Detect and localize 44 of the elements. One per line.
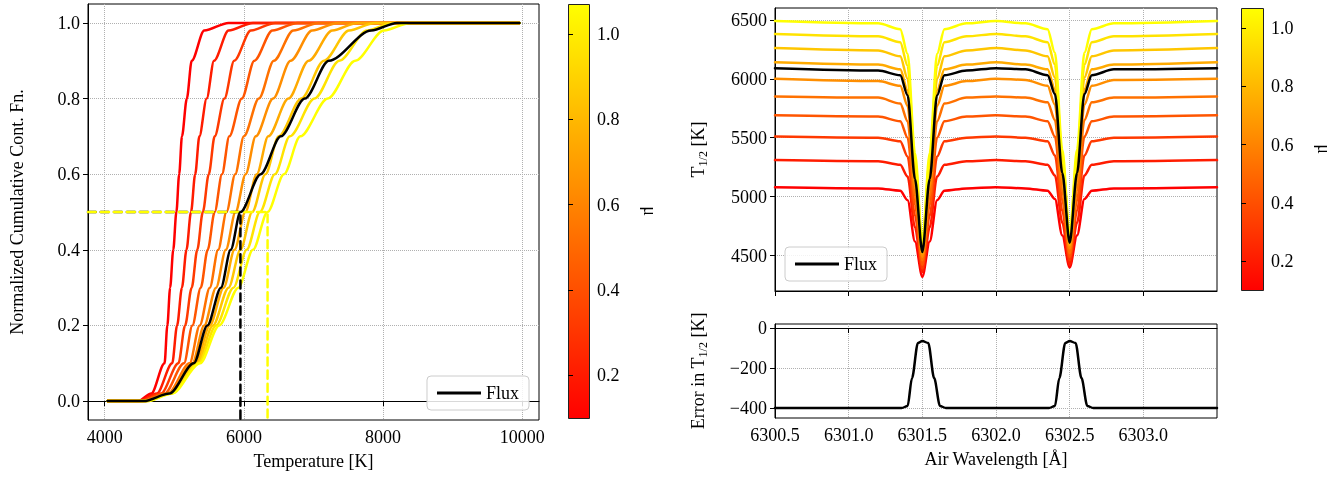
x-tick-label: 8000 <box>365 427 402 447</box>
x-axis-title: Air Wavelength [Å] <box>924 449 1068 469</box>
color-bar-label: 0.8 <box>1271 76 1294 97</box>
y-axis-title: Error in T1/2 [K] <box>688 312 710 430</box>
x-tick-label: 6301.0 <box>823 425 874 445</box>
x-tick-label: 6302.5 <box>1044 425 1095 445</box>
y-tick-label: 0.6 <box>57 164 80 185</box>
legend-label: Flux <box>844 254 878 274</box>
color-bar-label: 0.2 <box>597 365 620 386</box>
y-tick-label: 6000 <box>731 68 767 89</box>
color-bar-label: 1.0 <box>1271 18 1294 39</box>
x-tick-label: 6303.0 <box>1118 425 1169 445</box>
y-tick-label: 5500 <box>731 127 767 148</box>
legend-label: Flux <box>485 383 519 403</box>
y-tick-label: 0.2 <box>57 315 80 336</box>
y-tick-label: 1.0 <box>57 12 80 33</box>
y-axis-title: Normalized Cumulative Cont. Fn. <box>7 89 27 335</box>
color-bar-title: μ <box>1314 144 1334 154</box>
y-tick-label: 0.0 <box>57 391 80 412</box>
color-bar-label: 0.6 <box>1271 134 1294 155</box>
color-bar-label: 0.8 <box>597 109 620 130</box>
line-series <box>773 185 1219 279</box>
x-tick-label: 4000 <box>86 427 123 447</box>
color-bar-label: 1.0 <box>597 23 620 44</box>
y-tick-label: 5000 <box>731 186 767 207</box>
color-bar-label: 0.6 <box>597 194 620 215</box>
x-tick-label: 6301.5 <box>897 425 948 445</box>
y-tick-label: −200 <box>729 358 767 378</box>
x-tick-label: 10000 <box>499 427 545 447</box>
y-tick-label: 0.4 <box>57 239 80 260</box>
y-tick-label: 6500 <box>731 9 767 30</box>
x-tick-label: 6300.5 <box>750 425 800 445</box>
y-tick-label: 0.8 <box>57 88 80 109</box>
color-bar-label: 0.4 <box>1271 192 1294 213</box>
y-tick-label: 4500 <box>731 245 767 266</box>
color-bar-label: 0.2 <box>1271 250 1294 271</box>
y-tick-label: 0 <box>758 318 767 338</box>
y-tick-label: −400 <box>729 398 767 418</box>
color-bar-title: μ <box>640 206 660 216</box>
x-tick-label: 6000 <box>225 427 262 447</box>
x-tick-label: 6302.0 <box>971 425 1021 445</box>
y-axis-title: T1/2 [K] <box>688 121 710 178</box>
color-bar-label: 0.4 <box>597 279 620 300</box>
x-axis-title: Temperature [K] <box>253 451 374 471</box>
